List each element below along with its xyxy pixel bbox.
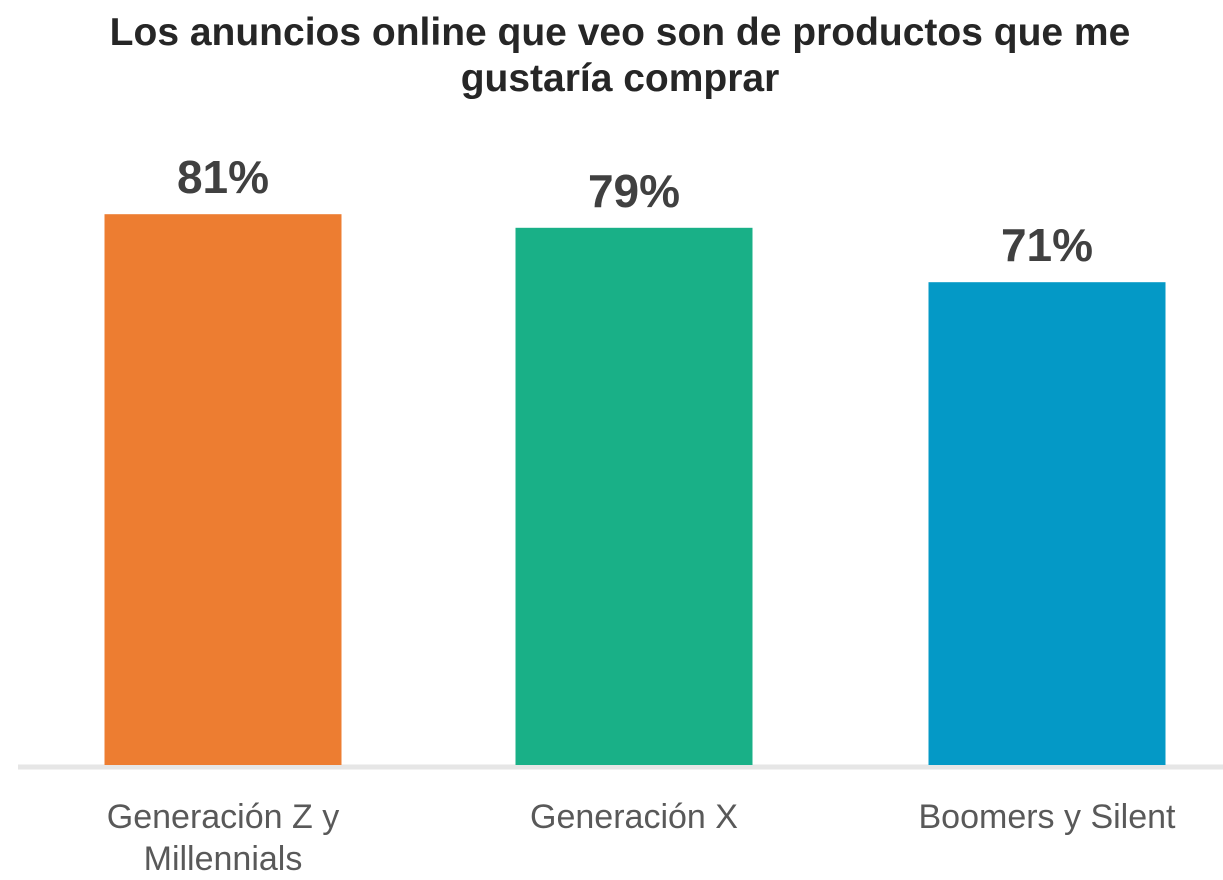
bar	[515, 227, 753, 766]
value-label: 81%	[176, 151, 270, 204]
bar	[104, 214, 342, 765]
x-tick-label: Boomers y Silent	[918, 798, 1176, 836]
chart-title: Los anuncios online que veo son de produ…	[109, 11, 1131, 100]
x-tick-label: Generación X	[530, 798, 738, 836]
value-label: 71%	[1000, 219, 1094, 272]
bar	[928, 282, 1166, 765]
x-tick-label: Generación Z y Millennials	[106, 798, 340, 878]
value-label: 79%	[587, 164, 681, 217]
